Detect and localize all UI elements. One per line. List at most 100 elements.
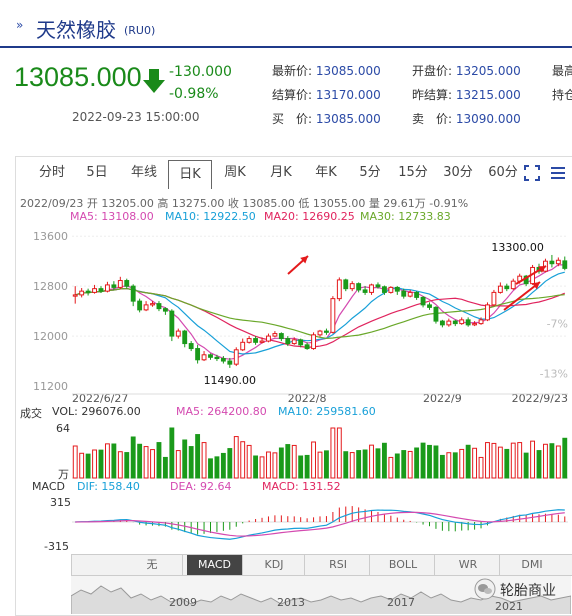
volume-bar (504, 448, 510, 479)
volume-bar (201, 442, 207, 479)
volume-bar (549, 443, 555, 479)
x-tick-label: 2022/9/23 (512, 392, 568, 405)
volume-bar (381, 442, 387, 479)
candle-body (72, 294, 78, 297)
y-tick-label: 12000 (33, 330, 68, 343)
volume-bar (233, 436, 239, 479)
period-tabs: 分时 5日 年线 日K 周K 月K 年K 5分 15分 30分 60分 (15, 158, 572, 189)
volume-bar (156, 442, 162, 479)
candle-body (169, 310, 175, 337)
volume-bar (208, 458, 213, 479)
candle-body (182, 330, 188, 345)
volume-bar (92, 449, 97, 479)
candle-body (439, 320, 445, 326)
candle-body (433, 306, 439, 322)
volume-bar (104, 443, 110, 479)
candle-body (343, 279, 349, 290)
header-bar: » 天然橡胶 (RU0) (0, 0, 572, 48)
volume-bar (446, 452, 452, 479)
double-chevron-icon: » (16, 18, 24, 32)
candlestick-chart[interactable]: 13600 12800 12000 11200 -7% -13% 2022/6/27 2022… (16, 222, 572, 552)
candle-body (330, 298, 336, 333)
y-pct-label: -13% (540, 368, 568, 381)
volume-bar (401, 450, 407, 479)
candle-body (414, 291, 420, 298)
candle-body (478, 319, 484, 325)
quote-datetime: 2022-09-23 15:00:00 (72, 110, 200, 124)
ma5-label: MA5: 13108.00 (70, 210, 154, 223)
candle-body (497, 285, 503, 293)
volume-bar (214, 456, 220, 479)
macd-dif-line (75, 509, 565, 540)
candle-body (291, 339, 297, 345)
candle-body (162, 308, 168, 312)
quote-high: 最高 (552, 64, 572, 78)
tab-monthly-k[interactable]: 月K (270, 165, 292, 180)
candle-body (201, 354, 207, 361)
volume-bar (394, 453, 400, 479)
indicator-dmi[interactable]: DMI (521, 558, 543, 571)
volume-axis-top: 64 (56, 422, 70, 435)
volume-ma5: MA5: 264200.80 (176, 405, 267, 418)
volume-bar (246, 444, 252, 479)
candle-body (381, 286, 387, 293)
volume-bar (311, 441, 316, 479)
tab-30min[interactable]: 30分 (443, 165, 473, 180)
tab-60min[interactable]: 60分 (488, 165, 518, 180)
tab-intraday[interactable]: 分时 (38, 165, 65, 180)
overview-sparkline (71, 585, 571, 614)
tab-15min[interactable]: 15分 (398, 165, 428, 180)
menu-icon[interactable] (550, 165, 566, 181)
volume-bar (220, 452, 226, 479)
contract-code: (RU0) (124, 24, 156, 37)
volume-bar (240, 441, 246, 479)
candle-body (278, 333, 284, 340)
volume-bar (130, 436, 136, 479)
x-tick-label: 2022/6/27 (72, 392, 128, 405)
candle-body (465, 319, 471, 326)
volume-value: VOL: 296076.00 (52, 405, 141, 418)
trend-arrow-head (532, 282, 540, 290)
volume-bar (459, 448, 465, 479)
volume-bar (562, 437, 568, 479)
candle-body (246, 338, 252, 343)
candle-body (369, 284, 374, 293)
candle-body (427, 304, 432, 308)
macd-label: MACD (32, 480, 65, 493)
quote-ask: 卖 价: 13090.000 (412, 112, 521, 126)
candle-body (394, 286, 400, 292)
quote-open-interest: 持仓 (552, 88, 572, 102)
candle-body (285, 338, 291, 345)
tab-5day[interactable]: 5日 (86, 165, 108, 180)
candle-body (298, 339, 304, 346)
candle-body (79, 290, 85, 296)
volume-bar (510, 442, 516, 479)
tab-5min[interactable]: 5分 (359, 165, 381, 180)
indicator-macd[interactable]: MACD (187, 555, 243, 575)
volume-bar (388, 456, 394, 479)
indicator-none[interactable]: 无 (122, 555, 183, 575)
indicator-boll[interactable]: BOLL (372, 555, 435, 575)
candle-body (233, 349, 239, 365)
indicator-wr[interactable]: WR (437, 555, 500, 575)
x-tick-label: 2022/9 (423, 392, 462, 405)
y-pct-label: -7% (547, 318, 568, 331)
fullscreen-icon[interactable] (524, 165, 540, 181)
candle-body (336, 279, 342, 300)
candle-body (549, 260, 555, 265)
quote-latest: 最新价: 13085.000 (272, 64, 381, 78)
candle-body (214, 356, 220, 360)
volume-bar (478, 456, 484, 479)
candle-body (117, 280, 123, 288)
tab-weekly-k[interactable]: 周K (224, 165, 246, 180)
volume-axis-unit: 万 (58, 468, 69, 481)
indicator-rsi[interactable]: RSI (307, 555, 370, 575)
indicator-kdj[interactable]: KDJ (244, 555, 305, 575)
tab-daily-k[interactable]: 日K (168, 160, 212, 189)
candle-body (150, 303, 155, 306)
ma30-label: MA30: 12733.83 (360, 210, 451, 223)
tab-year-line[interactable]: 年线 (130, 165, 157, 180)
last-price: 13085.000 (14, 62, 142, 92)
volume-bar (439, 454, 445, 479)
tab-yearly-k[interactable]: 年K (315, 165, 337, 180)
